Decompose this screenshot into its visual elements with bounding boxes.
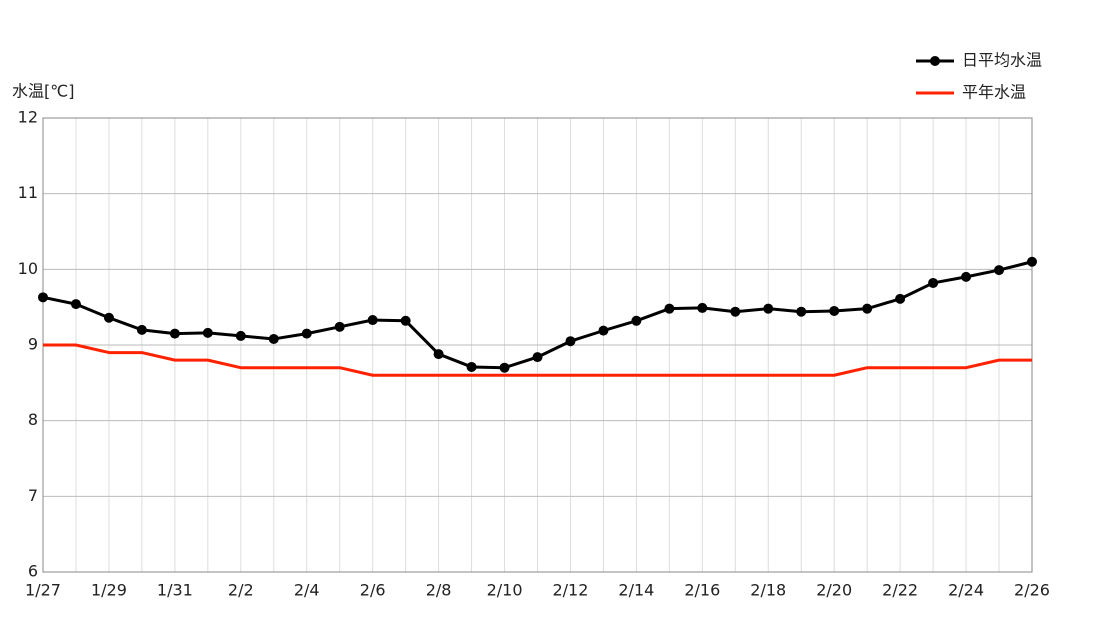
x-tick-label: 2/26	[1014, 581, 1050, 600]
data-point	[136, 324, 147, 335]
x-tick-label: 2/14	[618, 581, 654, 600]
x-tick-label: 1/27	[25, 581, 61, 600]
x-tick-label: 2/24	[948, 581, 984, 600]
x-tick-label: 1/31	[157, 581, 193, 600]
data-point	[961, 271, 972, 282]
data-point	[334, 321, 345, 332]
data-point	[268, 333, 279, 344]
data-point	[763, 303, 774, 314]
series-line	[43, 343, 1032, 377]
data-point	[433, 349, 444, 360]
data-point	[796, 306, 807, 317]
data-point	[631, 315, 642, 326]
x-tick-label: 2/22	[882, 581, 918, 600]
data-point	[532, 352, 543, 363]
data-point	[697, 302, 708, 313]
data-point	[829, 305, 840, 316]
x-tick-label: 2/20	[816, 581, 852, 600]
data-point	[565, 336, 576, 347]
data-point	[169, 328, 180, 339]
x-tick-label: 2/18	[750, 581, 786, 600]
data-point	[301, 328, 312, 339]
y-tick-label: 12	[18, 108, 38, 127]
data-point	[70, 299, 81, 310]
data-point	[1027, 256, 1037, 267]
data-point	[367, 315, 378, 326]
x-tick-label: 2/4	[294, 581, 320, 600]
legend-label: 平年水温	[962, 83, 1026, 102]
data-point	[103, 312, 114, 323]
data-point	[400, 315, 411, 326]
data-point	[466, 361, 477, 372]
legend-marker	[930, 56, 940, 66]
legend-label: 日平均水温	[962, 51, 1042, 70]
x-tick-label: 2/2	[228, 581, 254, 600]
y-tick-label: 9	[28, 335, 38, 354]
x-tick-label: 1/29	[91, 581, 127, 600]
data-point	[38, 292, 48, 303]
data-point	[664, 303, 675, 314]
data-point	[862, 303, 873, 314]
y-tick-label: 8	[28, 410, 38, 429]
y-tick-label: 6	[28, 562, 38, 581]
data-point	[994, 265, 1005, 276]
data-point	[895, 293, 906, 304]
data-point	[598, 325, 609, 336]
data-point	[235, 330, 246, 341]
y-tick-label: 10	[18, 259, 38, 278]
y-tick-label: 11	[18, 183, 38, 202]
x-tick-label: 2/10	[487, 581, 523, 600]
data-point	[730, 306, 741, 317]
x-tick-label: 2/16	[684, 581, 720, 600]
data-point	[202, 327, 213, 338]
x-tick-label: 2/8	[426, 581, 452, 600]
x-tick-label: 2/6	[360, 581, 386, 600]
x-tick-label: 2/12	[552, 581, 588, 600]
y-axis-label: 水温[℃]	[12, 82, 74, 101]
data-point	[499, 362, 510, 373]
y-tick-label: 7	[28, 486, 38, 505]
data-point	[928, 277, 939, 288]
